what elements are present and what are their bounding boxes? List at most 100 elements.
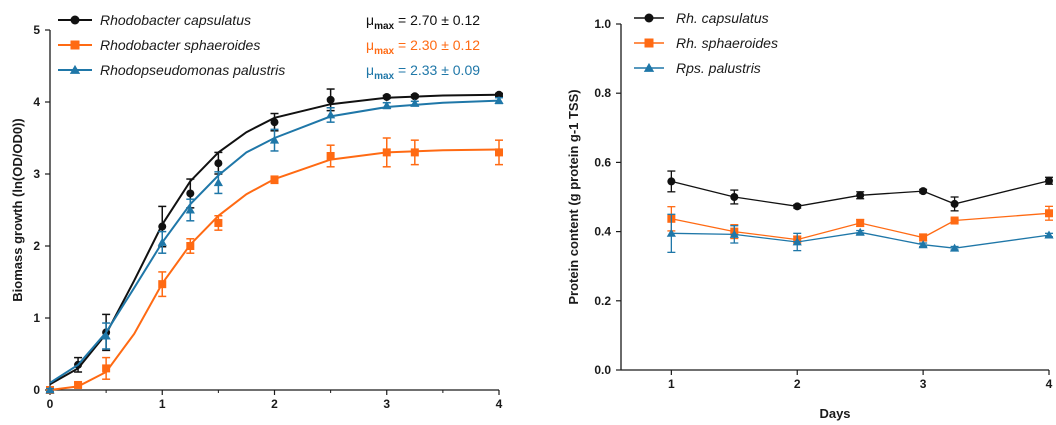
mu-symbol: μ [366,37,374,53]
mu-max-label: μmax = 2.70 ± 0.12 [366,12,480,32]
x-tick-label: 2 [794,377,801,391]
mu-subscript: max [374,46,394,57]
series-2: Rps. palustris [634,60,1054,254]
y-tick-label: 0.4 [594,225,611,239]
mu-value: 2.30 ± 0.12 [410,37,480,53]
data-point [919,187,928,196]
data-point [214,159,223,168]
mu-equals: = [394,37,410,53]
legend-marker [644,38,654,48]
data-point [856,218,865,227]
y-tick-label: 4 [33,95,40,109]
legend-marker [644,13,654,23]
data-point [382,148,391,157]
data-point [667,177,676,186]
mu-value: 2.33 ± 0.09 [410,62,480,78]
x-tick-label: 1 [668,377,675,391]
data-point [157,237,167,246]
data-point [792,237,802,246]
legend-label: Rh. capsulatus [676,10,769,26]
data-point [950,199,959,208]
y-axis-label: Biomass growth (ln(OD/OD0)) [10,118,25,301]
data-point [186,189,195,198]
y-tick-label: 0.2 [594,294,611,308]
mu-max-label: μmax = 2.30 ± 0.12 [366,37,480,57]
legend-label: Rh. sphaeroides [676,35,778,51]
data-point [410,148,419,157]
data-point [729,229,739,238]
y-tick-label: 3 [33,167,40,181]
series-1: Rhodobacter sphaeroides μmax = 2.30 ± 0.1… [46,37,503,394]
y-axis-label: Protein content (g protein g-1 TSS) [566,89,581,304]
data-point [410,98,420,107]
data-point [919,233,928,242]
legend-marker [643,62,655,72]
x-tick-label: 3 [383,397,390,411]
data-point [495,90,503,99]
data-point [1045,176,1053,185]
data-point [213,178,223,187]
x-tick-label: 2 [271,397,278,411]
data-point [382,92,391,101]
mu-max-label: μmax = 2.33 ± 0.09 [366,62,480,82]
data-point [1045,209,1053,218]
y-tick-label: 1 [33,311,40,325]
x-tick-label: 4 [1046,377,1053,391]
series-2: Rhodopseudomonas palustris μmax = 2.33 ± … [45,62,504,394]
protein-chart: 1 2 3 4 0.0 0.2 0.4 0.6 0.8 1.0 Days Protein conten… [566,10,1054,421]
data-point [326,110,336,119]
y-tick-label: 0.8 [594,86,611,100]
x-tick-label: 0 [47,397,54,411]
data-point [495,148,503,157]
data-point [793,202,802,211]
data-point [185,205,195,214]
data-point [950,216,959,225]
fit-curve [49,148,500,391]
data-point [214,218,223,227]
legend-marker [70,15,80,25]
data-point [186,242,195,250]
data-point [269,135,280,144]
data-point [382,101,392,110]
y-tick-label: 1.0 [594,17,611,31]
data-point [101,331,111,340]
x-tick-label: 1 [159,397,166,411]
legend-label: Rhodobacter sphaeroides [100,37,260,53]
legend-label: Rhodobacter capsulatus [100,12,251,28]
mu-symbol: μ [366,62,374,78]
y-tick-label: 5 [33,23,40,37]
data-point [856,191,865,200]
data-point [326,95,335,104]
x-tick-label: 3 [920,377,927,391]
x-tick-label: 4 [496,397,503,411]
data-point [270,175,279,184]
x-axis-label: Days [819,406,850,421]
data-point [326,152,335,160]
data-point [102,364,111,373]
mu-equals: = [394,62,410,78]
data-point [410,92,419,101]
y-tick-label: 0.6 [594,155,611,169]
data-point [74,380,83,389]
mu-value: 2.70 ± 0.12 [410,12,480,28]
data-point [158,280,167,289]
y-tick-label: 0.0 [594,363,611,377]
legend-marker [70,40,80,50]
mu-subscript: max [374,71,394,82]
legend-label: Rhodopseudomonas palustris [100,62,285,78]
y-tick-label: 2 [33,239,40,253]
growth-chart: 0 1 2 3 4 0 1 2 3 4 5 Biomass growth (ln(OD/OD0)) Rh… [10,12,504,411]
data-point [494,95,504,105]
legend-marker [69,64,81,74]
data-point [949,243,960,252]
mu-symbol: μ [366,12,374,28]
data-point [666,228,676,237]
data-point [45,385,55,394]
legend-label: Rps. palustris [676,60,761,76]
data-point [158,222,167,231]
mu-subscript: max [374,21,394,32]
y-tick-label: 0 [33,383,40,397]
mu-equals: = [394,12,410,28]
data-point [730,193,739,201]
